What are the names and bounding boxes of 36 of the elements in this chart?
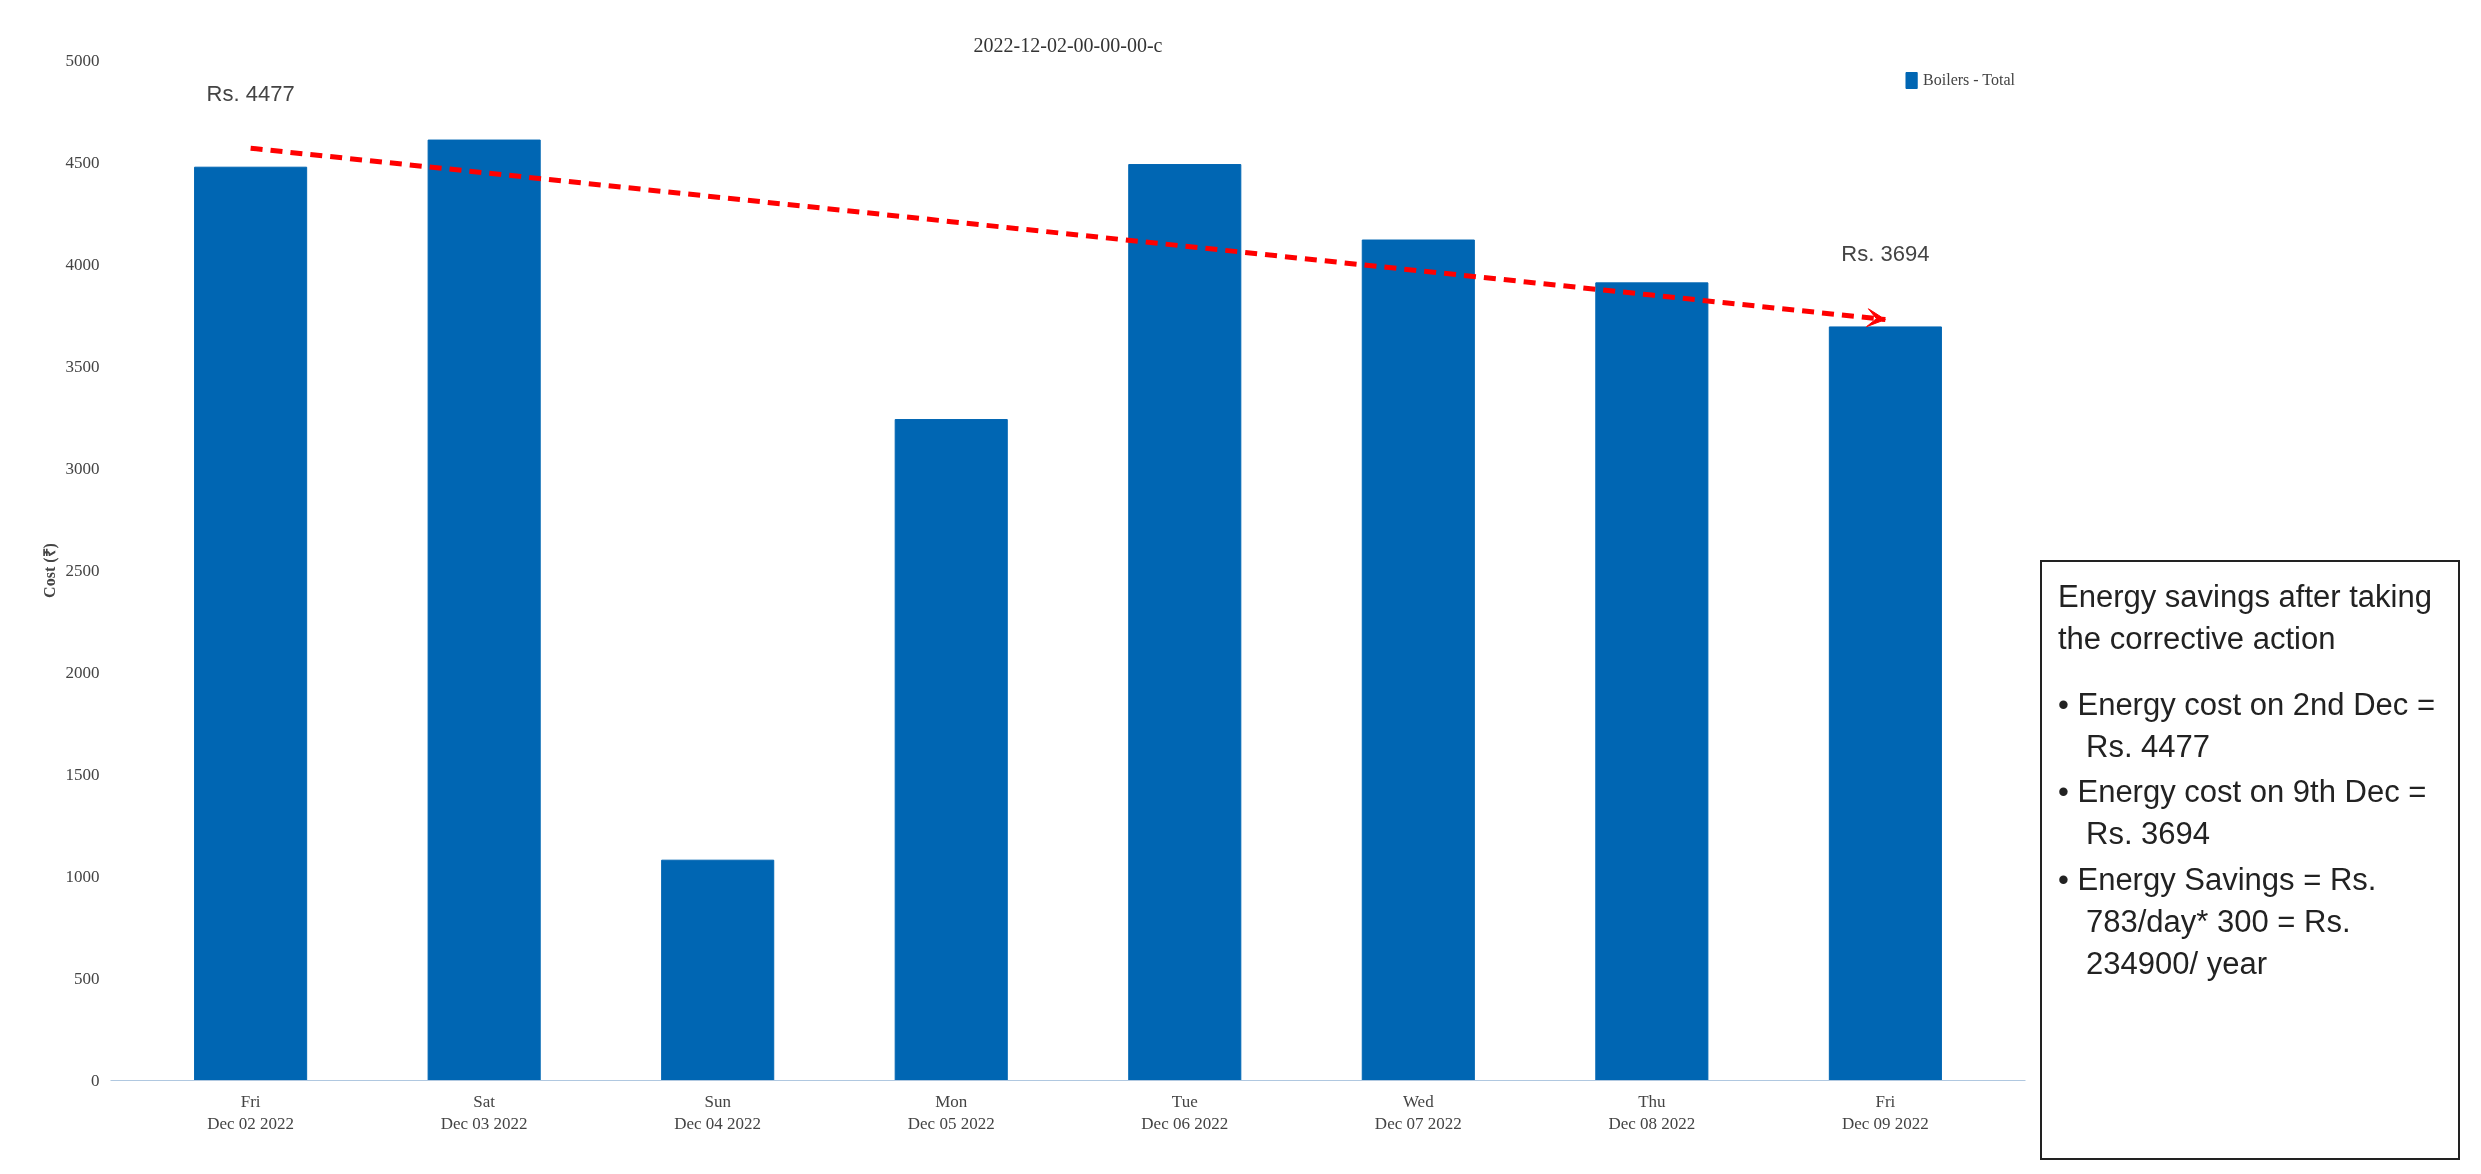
y-tick-label: 3000 — [65, 459, 100, 478]
y-tick-label: 4000 — [65, 255, 100, 274]
text: Energy savings after taking the corrective action — [2058, 578, 2433, 658]
y-tick-label: 500 — [74, 969, 100, 988]
x-tick-label: Sat Dec 03 2022 — [440, 1091, 528, 1134]
y-tick-label: 1000 — [65, 867, 100, 886]
bar — [894, 419, 1008, 1081]
data-label: Rs. 4477 — [206, 80, 295, 106]
y-tick-label: 2500 — [65, 561, 100, 580]
x-tick-label: Tue Dec 06 2022 — [1141, 1091, 1229, 1134]
y-tick-label: 2000 — [65, 663, 100, 682]
text: • Energy cost on 2nd Dec = Rs. 4477 — [2058, 685, 2437, 766]
x-tick-label: Thu Dec 08 2022 — [1608, 1091, 1696, 1134]
x-tick-label: Sun Dec 04 2022 — [674, 1091, 762, 1134]
bar — [1361, 239, 1475, 1081]
bar — [1828, 326, 1942, 1081]
x-tick-label: Mon Dec 05 2022 — [907, 1091, 995, 1134]
y-axis-title: Cost (₹) — [40, 543, 59, 598]
bar — [1128, 164, 1242, 1081]
bar — [661, 859, 775, 1081]
legend-label: Boilers - Total — [1923, 71, 2015, 89]
y-tick-label: 4500 — [65, 153, 100, 172]
x-tick-label: Fri Dec 09 2022 — [1841, 1091, 1929, 1134]
text: • Energy cost on 9th Dec = Rs. 3694 — [2058, 773, 2428, 854]
chart-title: 2022-12-02-00-00-00-c — [973, 33, 1163, 56]
x-tick-label: Wed Dec 07 2022 — [1374, 1091, 1462, 1134]
x-tick-label: Fri Dec 02 2022 — [207, 1091, 295, 1134]
y-tick-label: 0 — [91, 1071, 100, 1090]
y-tick-label: 5000 — [65, 51, 100, 70]
bar — [427, 139, 541, 1081]
data-label: Rs. 3694 — [1841, 240, 1930, 266]
bar — [1595, 282, 1709, 1081]
y-tick-label: 3500 — [65, 357, 100, 376]
bar — [194, 166, 308, 1081]
y-tick-label: 1500 — [65, 765, 100, 784]
text: • Energy Savings = Rs. 783/day* 300 = Rs. 234900/ year — [2058, 861, 2378, 983]
